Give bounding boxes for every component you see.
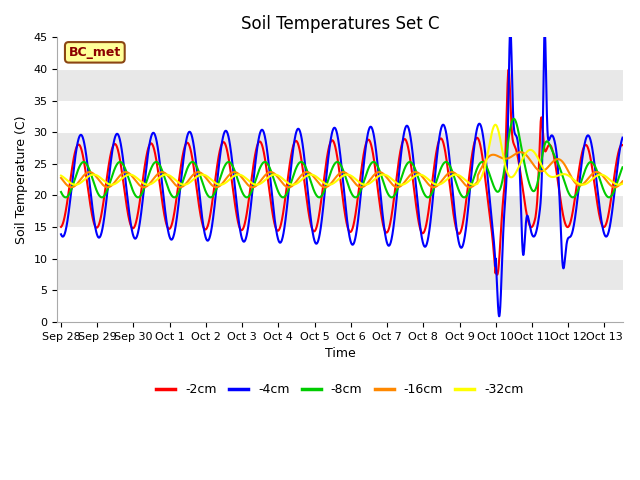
Line: -8cm: -8cm (61, 119, 623, 197)
-4cm (154, 149, 162, 155)
-4cm (608, 211, 616, 216)
-8cm (608, 192, 616, 198)
-8cm (297, 159, 305, 165)
-2cm (619, 142, 627, 148)
-4cm (619, 135, 627, 141)
Y-axis label: Soil Temperature (C): Soil Temperature (C) (15, 115, 28, 244)
-16cm (122, 169, 129, 175)
-4cm (273, 228, 280, 234)
Bar (58, 164, 623, 195)
-32cm (608, 179, 616, 184)
Bar (58, 227, 623, 259)
-4cm (506, 26, 514, 32)
-8cm (510, 116, 518, 121)
-16cm (57, 175, 65, 181)
-4cm (297, 131, 305, 137)
Text: BC_met: BC_met (68, 46, 121, 59)
X-axis label: Time: Time (324, 347, 355, 360)
Bar (58, 259, 623, 290)
-2cm (493, 272, 501, 277)
-8cm (388, 194, 396, 200)
-16cm (273, 173, 280, 179)
Line: -4cm: -4cm (61, 29, 623, 316)
-8cm (121, 166, 129, 171)
-16cm (619, 179, 627, 184)
-2cm (505, 67, 513, 72)
-2cm (608, 191, 616, 196)
Bar (58, 37, 623, 69)
-32cm (122, 173, 129, 179)
-16cm (155, 170, 163, 176)
-2cm (121, 192, 129, 198)
-32cm (297, 178, 305, 183)
Bar (58, 69, 623, 101)
Bar (58, 132, 623, 164)
Bar (58, 195, 623, 227)
Bar (58, 290, 623, 322)
-32cm (548, 174, 556, 180)
Line: -16cm: -16cm (61, 152, 623, 187)
-8cm (154, 160, 162, 166)
-32cm (492, 122, 499, 128)
-2cm (273, 227, 280, 232)
Line: -32cm: -32cm (61, 125, 623, 185)
-2cm (297, 153, 305, 158)
-2cm (57, 224, 65, 230)
-4cm (495, 313, 503, 319)
Legend: -2cm, -4cm, -8cm, -16cm, -32cm: -2cm, -4cm, -8cm, -16cm, -32cm (152, 378, 529, 401)
-2cm (154, 171, 162, 177)
-4cm (548, 132, 556, 138)
-4cm (57, 231, 65, 237)
-16cm (516, 149, 524, 155)
-32cm (619, 181, 627, 187)
-4cm (121, 173, 129, 179)
-32cm (72, 182, 79, 188)
Line: -2cm: -2cm (61, 70, 623, 275)
-8cm (548, 146, 556, 152)
-16cm (297, 173, 305, 179)
-8cm (619, 165, 627, 170)
-32cm (273, 172, 280, 178)
Title: Soil Temperatures Set C: Soil Temperatures Set C (241, 15, 439, 33)
-32cm (57, 173, 65, 179)
-16cm (608, 183, 616, 189)
-8cm (57, 189, 65, 195)
-32cm (155, 175, 163, 181)
-2cm (548, 144, 556, 150)
-16cm (104, 184, 111, 190)
Bar (58, 101, 623, 132)
-8cm (273, 184, 280, 190)
-16cm (548, 160, 556, 166)
